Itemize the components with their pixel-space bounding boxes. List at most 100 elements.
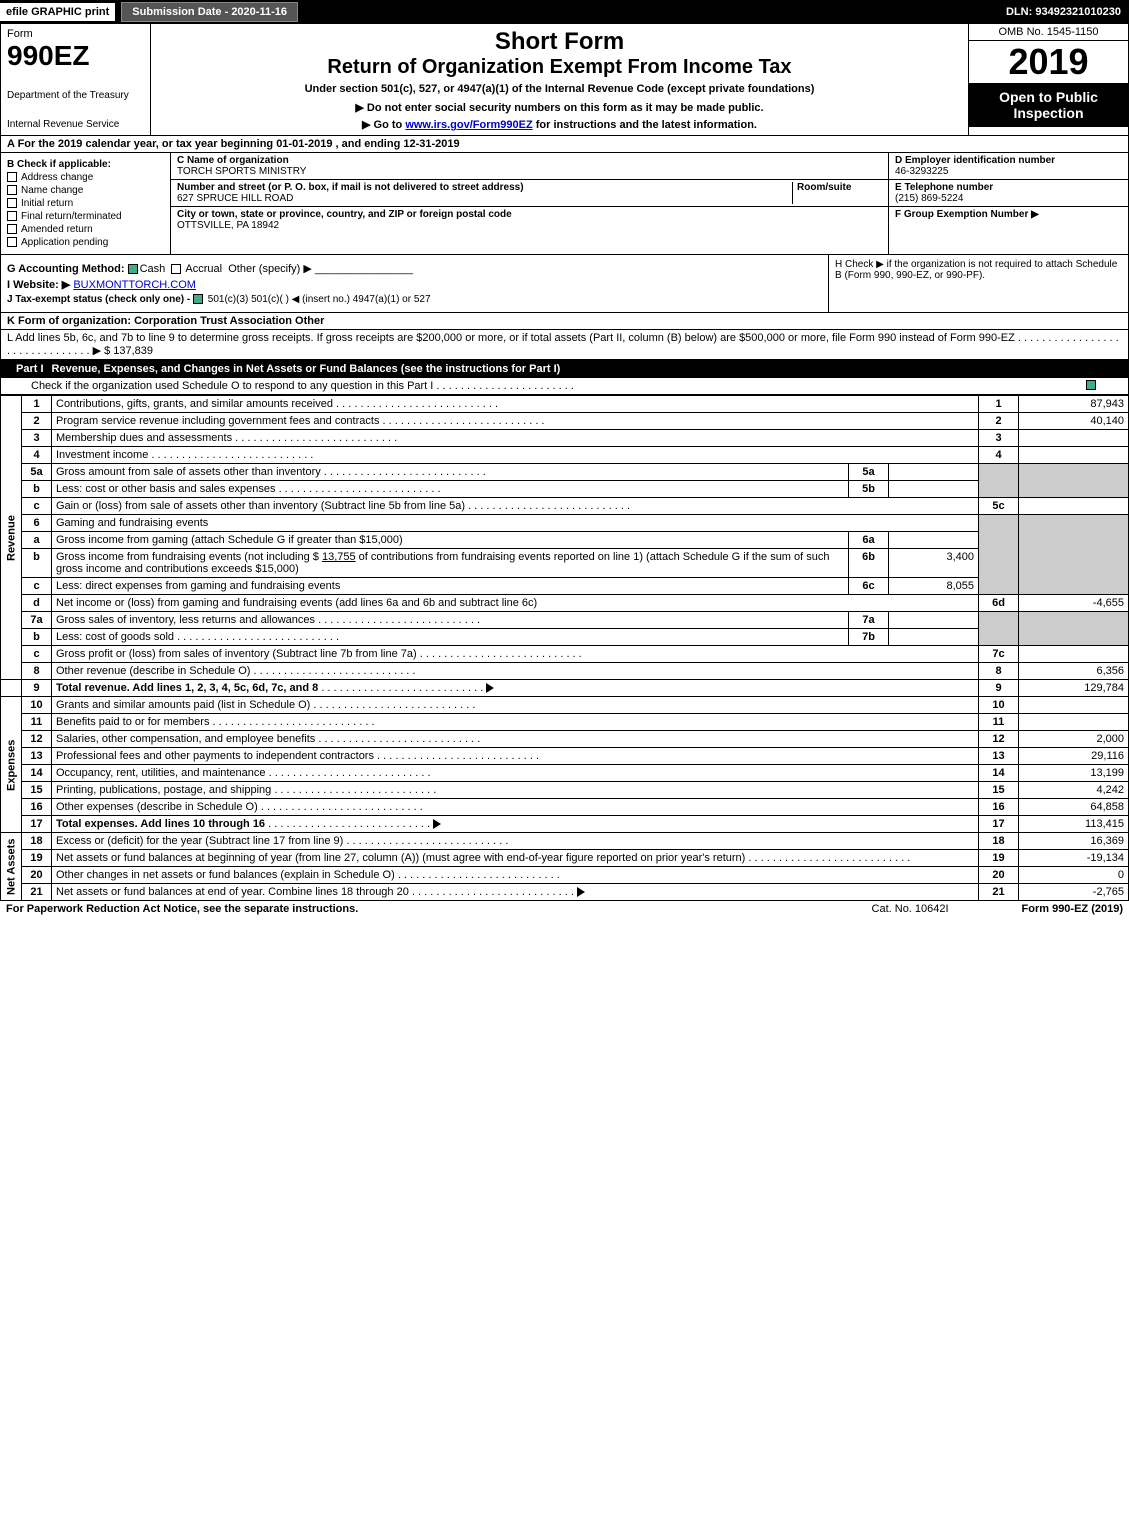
l1-rn: 1 <box>979 396 1019 413</box>
l2-num: 2 <box>22 413 52 430</box>
ssn-warning: ▶ Do not enter social security numbers o… <box>159 101 960 114</box>
l18-amt: 16,369 <box>1019 833 1129 850</box>
footer-catno: Cat. No. 10642I <box>872 903 1022 915</box>
netassets-side-label: Net Assets <box>1 833 22 901</box>
k-text: K Form of organization: Corporation Trus… <box>7 315 324 327</box>
l5b-sub: 5b <box>849 481 889 498</box>
footer: For Paperwork Reduction Act Notice, see … <box>0 901 1129 917</box>
l19-amt: -19,134 <box>1019 850 1129 867</box>
lbl-accrual: Accrual <box>185 263 222 275</box>
l14-rn: 14 <box>979 765 1019 782</box>
l12-amt: 2,000 <box>1019 731 1129 748</box>
chk-schedule-o[interactable] <box>1086 380 1096 390</box>
col-b-checkboxes: B Check if applicable: Address change Na… <box>1 153 171 254</box>
lbl-app-pending: Application pending <box>21 237 108 248</box>
j-opts: 501(c)(3) 501(c)( ) ◀ (insert no.) 4947(… <box>208 294 431 305</box>
l20-desc: Other changes in net assets or fund bala… <box>56 869 395 881</box>
l3-desc: Membership dues and assessments <box>56 432 232 444</box>
l13-rn: 13 <box>979 748 1019 765</box>
l7c-rn: 7c <box>979 646 1019 663</box>
l16-desc: Other expenses (describe in Schedule O) <box>56 801 258 813</box>
l17-amt: 113,415 <box>1019 816 1129 833</box>
lbl-other: Other (specify) ▶ <box>228 263 312 275</box>
l4-desc: Investment income <box>56 449 148 461</box>
l8-rn: 8 <box>979 663 1019 680</box>
l21-desc: Net assets or fund balances at end of ye… <box>56 886 409 898</box>
form-word: Form <box>7 28 144 40</box>
l2-amt: 40,140 <box>1019 413 1129 430</box>
d-ein-val: 46-3293225 <box>895 166 1122 177</box>
l20-amt: 0 <box>1019 867 1129 884</box>
l11-rn: 11 <box>979 714 1019 731</box>
l7a-desc: Gross sales of inventory, less returns a… <box>56 614 315 626</box>
l1-desc: Contributions, gifts, grants, and simila… <box>56 398 333 410</box>
l7a-sv <box>889 612 979 629</box>
h-check: H Check ▶ if the organization is not req… <box>835 259 1122 281</box>
chk-name-change[interactable] <box>7 185 17 195</box>
l6-desc: Gaming and fundraising events <box>52 515 979 532</box>
l7c-amt <box>1019 646 1129 663</box>
l4-amt <box>1019 447 1129 464</box>
l6b-sub: 6b <box>849 549 889 578</box>
l12-rn: 12 <box>979 731 1019 748</box>
chk-501c3[interactable] <box>193 294 203 304</box>
chk-accrual[interactable] <box>171 264 181 274</box>
chk-cash[interactable] <box>128 264 138 274</box>
l15-num: 15 <box>22 782 52 799</box>
chk-address-change[interactable] <box>7 172 17 182</box>
l6d-amt: -4,655 <box>1019 595 1129 612</box>
l8-amt: 6,356 <box>1019 663 1129 680</box>
chk-app-pending[interactable] <box>7 237 17 247</box>
arrow-icon <box>486 683 494 693</box>
l2-rn: 2 <box>979 413 1019 430</box>
l6b-d1v: 13,755 <box>322 551 356 563</box>
l17-desc: Total expenses. Add lines 10 through 16 <box>56 818 265 830</box>
l3-rn: 3 <box>979 430 1019 447</box>
l10-num: 10 <box>22 697 52 714</box>
l12-desc: Salaries, other compensation, and employ… <box>56 733 315 745</box>
l6c-sv: 8,055 <box>889 578 979 595</box>
goto-line: ▶ Go to www.irs.gov/Form990EZ for instru… <box>159 118 960 131</box>
l5a-sv <box>889 464 979 481</box>
efile-print-label[interactable]: efile GRAPHIC print <box>0 3 115 21</box>
row-a-tax-year: A For the 2019 calendar year, or tax yea… <box>0 136 1129 153</box>
arrow-icon <box>577 887 585 897</box>
l14-num: 14 <box>22 765 52 782</box>
goto-pre: ▶ Go to <box>362 119 405 131</box>
l7a-num: 7a <box>22 612 52 629</box>
row-l: L Add lines 5b, 6c, and 7b to line 9 to … <box>0 330 1129 360</box>
l11-desc: Benefits paid to or for members <box>56 716 209 728</box>
l14-amt: 13,199 <box>1019 765 1129 782</box>
chk-final-return[interactable] <box>7 211 17 221</box>
chk-initial-return[interactable] <box>7 198 17 208</box>
f-group-label: F Group Exemption Number ▶ <box>895 209 1122 220</box>
l21-rn: 21 <box>979 884 1019 901</box>
dept-treasury: Department of the Treasury <box>7 90 144 101</box>
row-ghij: G Accounting Method: Cash Accrual Other … <box>0 255 1129 313</box>
irs-link[interactable]: www.irs.gov/Form990EZ <box>405 119 532 131</box>
l17-rn: 17 <box>979 816 1019 833</box>
l20-rn: 20 <box>979 867 1019 884</box>
tax-year: 2019 <box>969 41 1128 83</box>
chk-amended[interactable] <box>7 224 17 234</box>
part1-num: Part I <box>8 363 52 375</box>
website-link[interactable]: BUXMONTTORCH.COM <box>73 279 196 291</box>
l15-amt: 4,242 <box>1019 782 1129 799</box>
col-def: D Employer identification number 46-3293… <box>888 153 1128 254</box>
l10-desc: Grants and similar amounts paid (list in… <box>56 699 310 711</box>
c-name-label: C Name of organization <box>177 155 882 166</box>
l9-amt: 129,784 <box>1019 680 1129 697</box>
l6a-num: a <box>22 532 52 549</box>
footer-left: For Paperwork Reduction Act Notice, see … <box>6 903 872 915</box>
part1-check-text: Check if the organization used Schedule … <box>31 380 574 392</box>
d-ein-label: D Employer identification number <box>895 155 1122 166</box>
l6d-num: d <box>22 595 52 612</box>
l19-rn: 19 <box>979 850 1019 867</box>
l11-num: 11 <box>22 714 52 731</box>
l19-desc: Net assets or fund balances at beginning… <box>56 852 745 864</box>
c-name-val: TORCH SPORTS MINISTRY <box>177 166 882 177</box>
l5c-rn: 5c <box>979 498 1019 515</box>
omb-number: OMB No. 1545-1150 <box>969 24 1128 41</box>
l1-amt: 87,943 <box>1019 396 1129 413</box>
l11-amt <box>1019 714 1129 731</box>
